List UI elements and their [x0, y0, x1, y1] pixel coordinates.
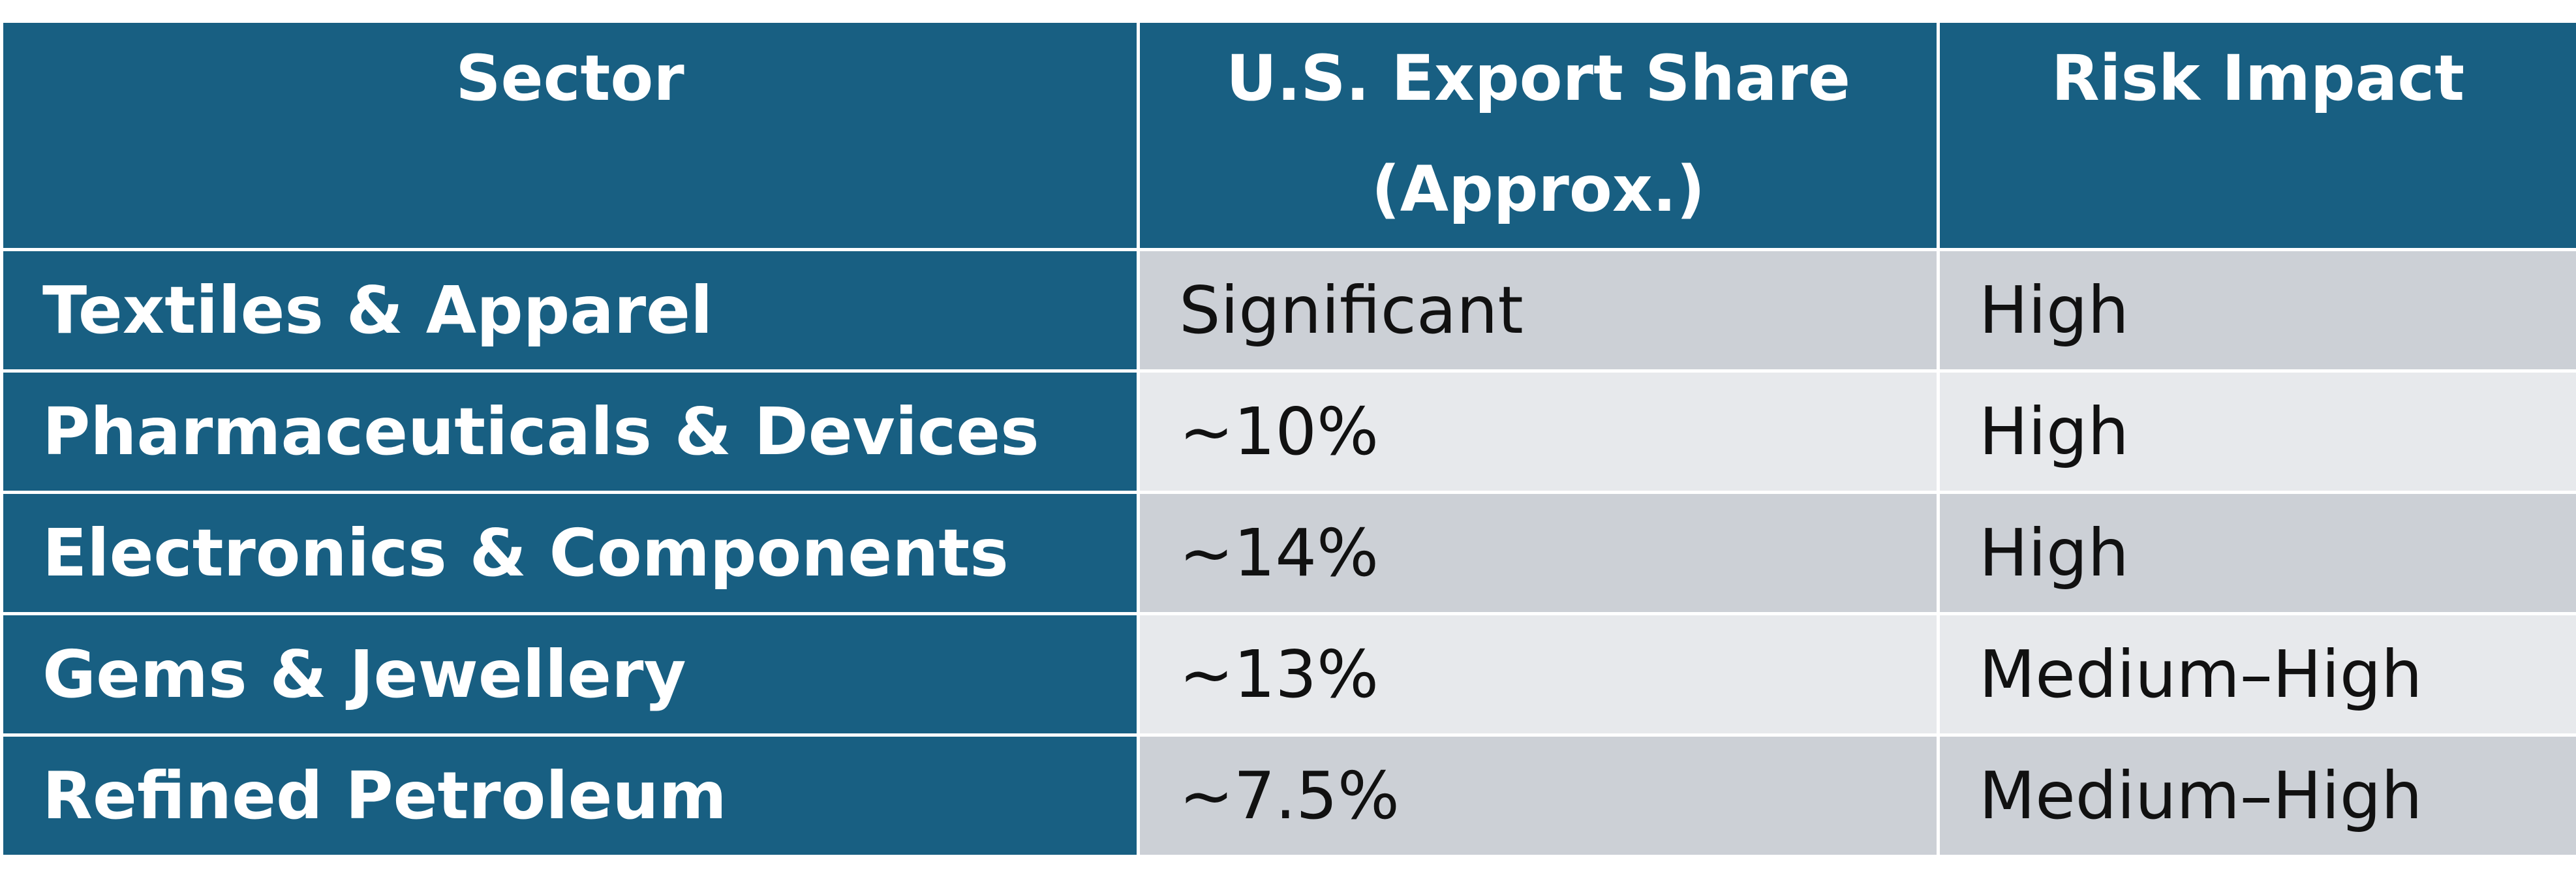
export-share-cell: ~10%: [1137, 369, 1940, 494]
sector-risk-table-container: Sector U.S. Export Share (Approx.) Risk …: [0, 20, 2576, 858]
risk-impact-cell: High: [1937, 248, 2576, 373]
table-row: Textiles & Apparel Significant High: [0, 248, 2576, 373]
table-row: Gems & Jewellery ~13% Medium–High: [0, 612, 2576, 737]
sector-cell: Electronics & Components: [0, 491, 1140, 615]
sector-cell: Pharmaceuticals & Devices: [0, 369, 1140, 494]
sector-cell: Textiles & Apparel: [0, 248, 1140, 373]
risk-impact-cell: Medium–High: [1937, 733, 2576, 858]
export-share-cell: ~7.5%: [1137, 733, 1940, 858]
header-export-share-line2: (Approx.): [1371, 153, 1706, 226]
header-export-share: U.S. Export Share (Approx.): [1137, 20, 1940, 251]
header-sector: Sector: [0, 20, 1140, 251]
header-risk-impact-label: Risk Impact: [2051, 42, 2465, 115]
table-row: Pharmaceuticals & Devices ~10% High: [0, 369, 2576, 494]
sector-cell: Refined Petroleum: [0, 733, 1140, 858]
export-share-cell: ~13%: [1137, 612, 1940, 737]
header-sector-label: Sector: [455, 42, 684, 115]
risk-impact-cell: High: [1937, 369, 2576, 494]
export-share-cell: ~14%: [1137, 491, 1940, 615]
table-row: Refined Petroleum ~7.5% Medium–High: [0, 733, 2576, 858]
sector-risk-table: Sector U.S. Export Share (Approx.) Risk …: [0, 20, 2576, 858]
table-row: Electronics & Components ~14% High: [0, 491, 2576, 615]
sector-cell: Gems & Jewellery: [0, 612, 1140, 737]
risk-impact-cell: High: [1937, 491, 2576, 615]
risk-impact-cell: Medium–High: [1937, 612, 2576, 737]
table-header-row: Sector U.S. Export Share (Approx.) Risk …: [0, 20, 2576, 251]
export-share-cell: Significant: [1137, 248, 1940, 373]
header-risk-impact: Risk Impact: [1937, 20, 2576, 251]
header-export-share-line1: U.S. Export Share: [1226, 42, 1850, 115]
